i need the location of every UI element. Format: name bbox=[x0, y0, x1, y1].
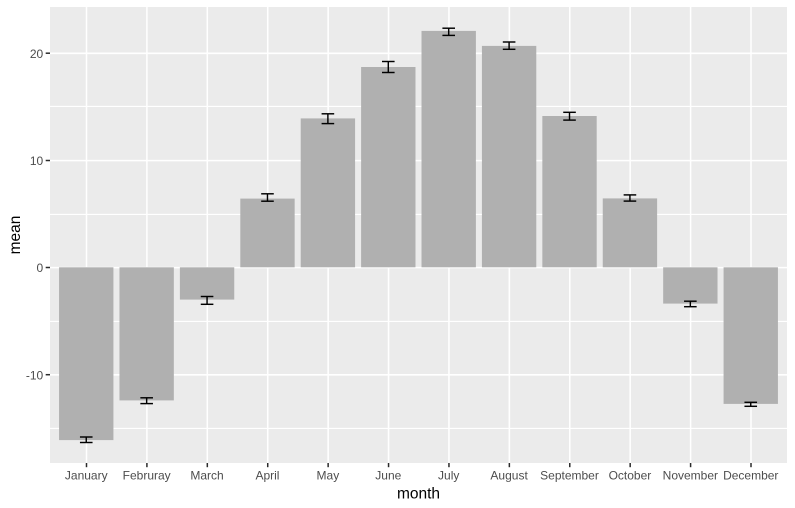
svg-text:September: September bbox=[540, 469, 599, 483]
svg-text:0: 0 bbox=[37, 261, 44, 275]
svg-text:20: 20 bbox=[30, 47, 44, 61]
svg-text:May: May bbox=[317, 469, 340, 483]
svg-text:January: January bbox=[65, 469, 108, 483]
svg-text:August: August bbox=[490, 469, 528, 483]
svg-text:month: month bbox=[397, 485, 440, 502]
svg-text:November: November bbox=[663, 469, 718, 483]
svg-text:October: October bbox=[609, 469, 652, 483]
svg-text:April: April bbox=[255, 469, 279, 483]
svg-text:June: June bbox=[375, 469, 401, 483]
svg-text:mean: mean bbox=[7, 216, 24, 255]
svg-text:March: March bbox=[190, 469, 223, 483]
svg-text:Februray: Februray bbox=[123, 469, 171, 483]
svg-text:July: July bbox=[438, 469, 459, 483]
svg-text:December: December bbox=[723, 469, 778, 483]
svg-text:10: 10 bbox=[30, 154, 44, 168]
svg-text:-10: -10 bbox=[26, 368, 44, 382]
